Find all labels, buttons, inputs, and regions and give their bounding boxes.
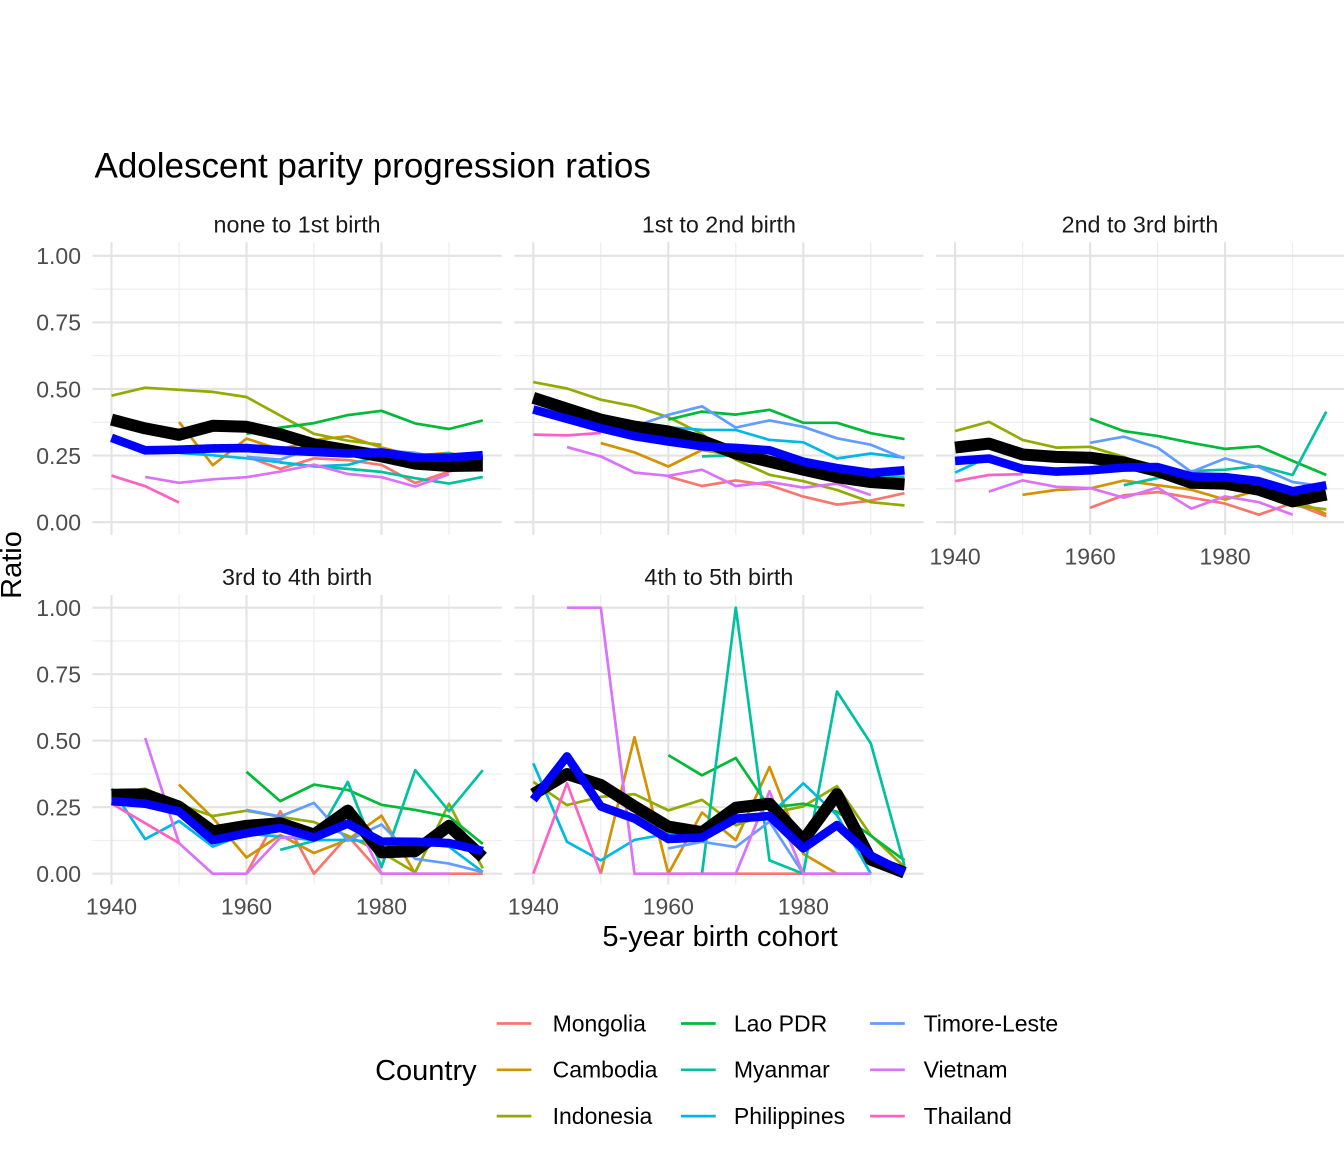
svg-text:Mongolia: Mongolia <box>553 1010 647 1036</box>
svg-text:Vietnam: Vietnam <box>924 1057 1008 1083</box>
svg-text:4th to 5th birth: 4th to 5th birth <box>644 564 793 590</box>
svg-text:Ratio: Ratio <box>0 531 28 599</box>
svg-text:1960: 1960 <box>221 894 272 920</box>
svg-text:1980: 1980 <box>356 894 407 920</box>
svg-text:2nd to 3rd birth: 2nd to 3rd birth <box>1062 212 1219 238</box>
svg-text:Thailand: Thailand <box>924 1103 1012 1129</box>
svg-text:Cambodia: Cambodia <box>553 1057 658 1083</box>
svg-text:0.75: 0.75 <box>36 310 81 336</box>
svg-text:0.50: 0.50 <box>36 376 81 402</box>
svg-text:1980: 1980 <box>778 894 829 920</box>
svg-text:0.50: 0.50 <box>36 728 81 754</box>
svg-text:Myanmar: Myanmar <box>734 1057 830 1083</box>
svg-text:1960: 1960 <box>643 894 694 920</box>
svg-text:0.00: 0.00 <box>36 861 81 887</box>
svg-text:0.25: 0.25 <box>36 443 81 469</box>
svg-text:1940: 1940 <box>86 894 137 920</box>
svg-text:1st to 2nd birth: 1st to 2nd birth <box>642 212 796 238</box>
svg-text:3rd to 4th birth: 3rd to 4th birth <box>222 564 372 590</box>
svg-text:0.00: 0.00 <box>36 510 81 536</box>
svg-text:1.00: 1.00 <box>36 595 81 621</box>
svg-text:Adolescent parity progression: Adolescent parity progression ratios <box>95 147 651 186</box>
svg-text:0.25: 0.25 <box>36 795 81 821</box>
svg-text:none to 1st birth: none to 1st birth <box>214 212 381 238</box>
svg-text:1960: 1960 <box>1065 544 1116 570</box>
svg-text:1940: 1940 <box>508 894 559 920</box>
svg-text:1.00: 1.00 <box>36 243 81 269</box>
svg-text:Lao PDR: Lao PDR <box>734 1010 827 1036</box>
svg-text:5-year birth cohort: 5-year birth cohort <box>602 921 837 953</box>
svg-text:0.75: 0.75 <box>36 662 81 688</box>
svg-text:Indonesia: Indonesia <box>553 1103 653 1129</box>
svg-text:Philippines: Philippines <box>734 1103 845 1129</box>
svg-text:Country: Country <box>375 1055 477 1087</box>
svg-text:Timore-Leste: Timore-Leste <box>924 1010 1059 1036</box>
svg-text:1940: 1940 <box>930 544 981 570</box>
svg-text:1980: 1980 <box>1200 544 1251 570</box>
